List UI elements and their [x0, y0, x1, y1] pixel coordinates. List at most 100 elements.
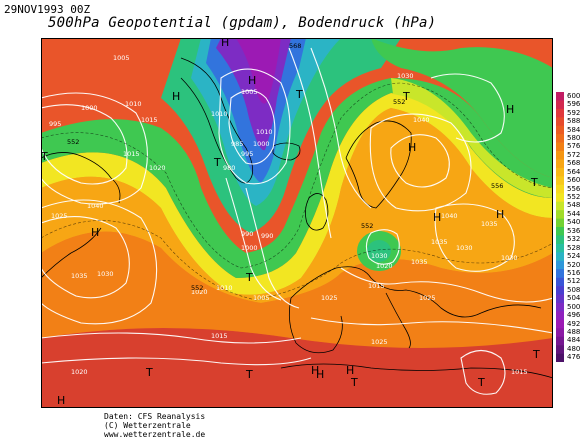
isobar-label: 1025 — [51, 212, 68, 220]
pressure-centers: H H H H H H H H H H H H T T T T T T T T … — [41, 38, 540, 407]
scale-swatch — [556, 210, 564, 219]
scale-label: 540 — [567, 218, 580, 227]
scale-swatch — [556, 243, 564, 253]
scale-label: 552 — [567, 193, 580, 201]
scale-label: 528 — [567, 243, 580, 252]
scale-label: 492 — [567, 319, 580, 328]
isobar-label: 1000 — [253, 140, 270, 148]
low-marker: T — [477, 376, 485, 389]
scale-label: 548 — [567, 201, 580, 210]
scale-label: 580 — [567, 133, 580, 142]
low-marker: T — [245, 271, 253, 284]
scale-swatch — [556, 92, 564, 101]
scale-swatch — [556, 294, 564, 304]
field-cutoff-inner — [367, 240, 391, 262]
isobar-label: 1015 — [368, 282, 385, 290]
isobar-label: 1015 — [511, 368, 528, 376]
canada-coast — [41, 152, 121, 204]
isobar-label: 1010 — [256, 128, 273, 136]
high-marker: H — [172, 90, 180, 103]
high-marker: H — [316, 368, 324, 381]
credits-source: Daten: CFS Reanalysis — [104, 412, 206, 421]
scale-label: 576 — [567, 142, 580, 151]
geopot-label: 552 — [191, 284, 203, 292]
scale-swatch — [556, 336, 564, 346]
scale-label: 532 — [567, 235, 580, 244]
scale-label: 476 — [567, 353, 580, 362]
isobar-label: 1035 — [71, 272, 88, 280]
greenland-coast — [180, 57, 254, 184]
high-marker: H — [433, 211, 441, 224]
scale-label: 484 — [567, 336, 580, 345]
isobar-label: 990 — [241, 230, 253, 238]
iberia-coast — [288, 297, 343, 354]
geopot-label: 552 — [361, 222, 373, 230]
geopot-label: 556 — [491, 182, 503, 190]
low-marker: T — [532, 348, 540, 361]
scale-swatch — [556, 277, 564, 287]
isobar — [41, 216, 130, 299]
britain-coast — [305, 193, 329, 231]
scale-label: 512 — [567, 277, 580, 286]
field-yellow — [41, 93, 553, 295]
isobar — [41, 332, 302, 344]
isobar — [369, 113, 472, 212]
isobar-label: 1005 — [241, 88, 258, 96]
isobar-label: 1015 — [141, 116, 158, 124]
date-label: 29NOV1993 00Z — [4, 3, 91, 16]
scale-label: 488 — [567, 328, 580, 336]
geopot-label: 568 — [289, 42, 301, 50]
scale-label: 560 — [567, 176, 580, 185]
scale-swatch — [556, 328, 564, 337]
credits-url[interactable]: www.wetterzentrale.de — [104, 430, 206, 439]
isobar-label: 1040 — [413, 116, 430, 124]
isobar-label: 1030 — [371, 252, 388, 260]
isobar-label: 1020 — [191, 288, 208, 296]
isobar — [310, 317, 553, 334]
isobar-label: 1005 — [253, 294, 270, 302]
low-marker: T — [213, 156, 221, 169]
isobar — [41, 357, 312, 366]
isobar-label: 1005 — [113, 54, 130, 62]
isobar — [41, 199, 158, 325]
isobar — [41, 92, 148, 205]
isobar-label: 1040 — [87, 202, 104, 210]
scale-swatch — [556, 201, 564, 211]
scale-label: 564 — [567, 167, 580, 176]
geopot-labels: 552 552 552 552 556 568 — [67, 42, 503, 292]
scale-swatch — [556, 167, 564, 177]
scale-label: 480 — [567, 344, 580, 353]
scale-swatch — [556, 134, 564, 143]
isobar-label: 995 — [49, 120, 61, 128]
scale-label: 544 — [567, 209, 580, 218]
isobar-label: 1040 — [441, 212, 458, 220]
high-marker: H — [496, 208, 504, 221]
low-marker: T — [41, 150, 48, 163]
isobar — [390, 134, 450, 188]
isobar-label: 1015 — [211, 332, 228, 340]
isobar-label: 985 — [231, 140, 243, 148]
scale-swatch — [556, 235, 564, 245]
geopot-contour — [41, 82, 553, 269]
geopot-contour — [41, 220, 553, 301]
isobar-label: 1025 — [321, 294, 338, 302]
low-marker: T — [402, 90, 410, 103]
scale-swatch — [556, 142, 564, 152]
high-marker: H — [221, 38, 229, 49]
scale-label: 536 — [567, 226, 580, 235]
isobar-label: 1030 — [501, 254, 518, 262]
scale-swatch — [556, 117, 564, 127]
field-orange — [41, 231, 553, 348]
isobar-label: 1025 — [371, 338, 388, 346]
isobar — [288, 47, 332, 239]
coastlines — [41, 57, 553, 379]
scale-swatch — [556, 227, 564, 236]
scale-label: 568 — [567, 159, 580, 168]
isobar — [460, 349, 506, 395]
isobar-label: 1025 — [419, 294, 436, 302]
scale-swatch — [556, 353, 564, 362]
isobar-label: 1000 — [241, 244, 258, 252]
scandinavia-coast — [345, 120, 412, 209]
geopot-label: 552 — [393, 98, 405, 106]
scale-label: 520 — [567, 260, 580, 269]
